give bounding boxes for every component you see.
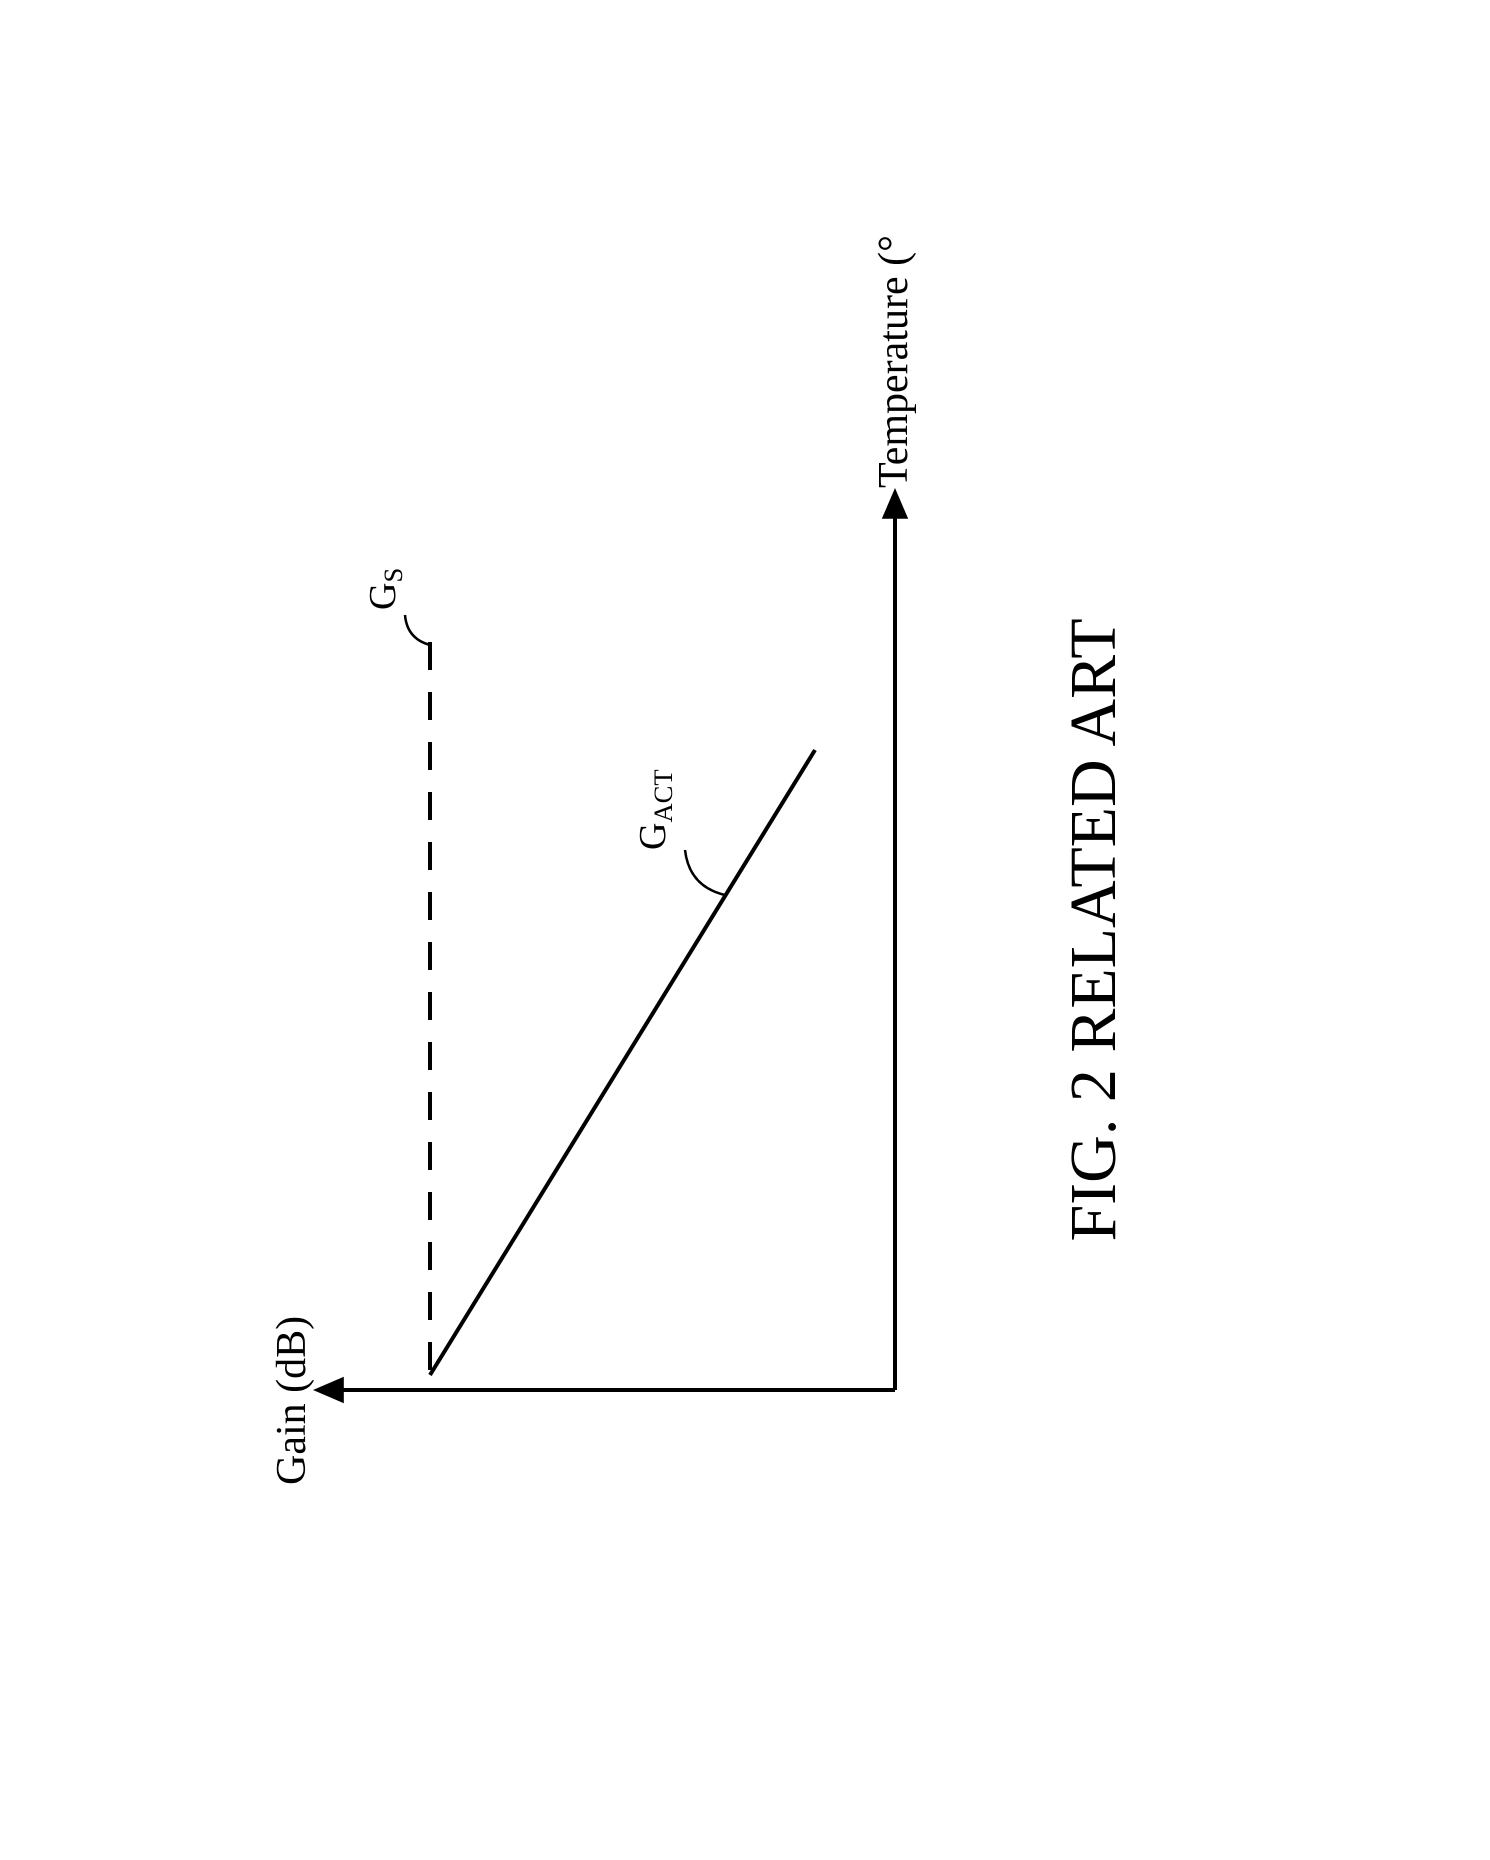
y-axis-label: Gain (dB) bbox=[269, 1316, 315, 1485]
chart-background bbox=[195, 230, 1295, 1630]
x-axis-label: Temperature (° C) bbox=[871, 230, 917, 488]
figure-caption: FIG. 2 RELATED ART bbox=[1057, 618, 1130, 1241]
chart-container: Gain (dB)Temperature (° C)GSGACTFIG. 2 R… bbox=[195, 230, 1295, 1630]
chart-svg: Gain (dB)Temperature (° C)GSGACTFIG. 2 R… bbox=[195, 230, 1295, 1630]
